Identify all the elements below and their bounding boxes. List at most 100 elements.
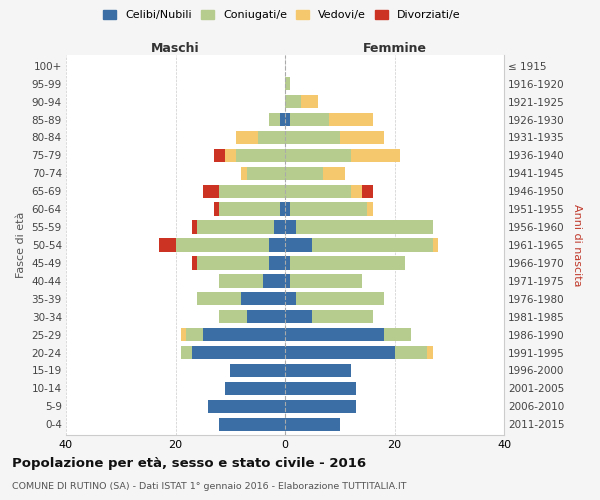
Bar: [285, 328, 411, 342]
Y-axis label: Anni di nascita: Anni di nascita: [572, 204, 581, 286]
Bar: [220, 202, 285, 216]
Bar: [269, 113, 285, 126]
Bar: [285, 364, 350, 377]
Bar: [230, 364, 285, 377]
Bar: [285, 113, 373, 126]
Bar: [285, 274, 290, 287]
Bar: [236, 148, 285, 162]
Bar: [285, 238, 313, 252]
Bar: [285, 166, 345, 180]
Bar: [236, 130, 285, 144]
Bar: [220, 310, 285, 324]
Bar: [285, 77, 290, 90]
Bar: [187, 328, 285, 342]
Bar: [285, 166, 345, 180]
Bar: [285, 346, 433, 360]
Bar: [208, 400, 285, 413]
Bar: [214, 148, 285, 162]
Bar: [285, 328, 411, 342]
Bar: [192, 256, 285, 270]
Bar: [192, 346, 285, 360]
Bar: [285, 400, 356, 413]
Bar: [263, 274, 285, 287]
Bar: [285, 202, 290, 216]
Bar: [285, 274, 362, 287]
Bar: [220, 274, 285, 287]
Bar: [285, 364, 350, 377]
Bar: [230, 364, 285, 377]
Bar: [181, 328, 285, 342]
Bar: [220, 202, 285, 216]
Bar: [181, 346, 285, 360]
Bar: [285, 346, 427, 360]
Bar: [285, 274, 362, 287]
Bar: [285, 382, 356, 395]
Text: Femmine: Femmine: [362, 42, 427, 55]
Bar: [285, 346, 395, 360]
Bar: [285, 184, 373, 198]
Y-axis label: Fasce di età: Fasce di età: [16, 212, 26, 278]
Bar: [230, 364, 285, 377]
Bar: [220, 418, 285, 431]
Bar: [285, 418, 340, 431]
Bar: [285, 400, 356, 413]
Bar: [225, 382, 285, 395]
Bar: [285, 220, 433, 234]
Text: Popolazione per età, sesso e stato civile - 2016: Popolazione per età, sesso e stato civil…: [12, 458, 366, 470]
Bar: [285, 184, 362, 198]
Bar: [285, 113, 329, 126]
Bar: [285, 382, 356, 395]
Bar: [285, 148, 400, 162]
Bar: [285, 310, 373, 324]
Bar: [241, 166, 285, 180]
Bar: [285, 220, 433, 234]
Bar: [285, 274, 362, 287]
Bar: [225, 382, 285, 395]
Bar: [285, 113, 290, 126]
Bar: [285, 130, 340, 144]
Bar: [285, 400, 356, 413]
Bar: [225, 148, 285, 162]
Bar: [285, 328, 411, 342]
Bar: [225, 382, 285, 395]
Bar: [285, 238, 438, 252]
Bar: [220, 184, 285, 198]
Bar: [285, 292, 383, 306]
Bar: [285, 238, 438, 252]
Bar: [181, 346, 285, 360]
Bar: [220, 274, 285, 287]
Bar: [285, 148, 400, 162]
Bar: [285, 95, 318, 108]
Bar: [285, 256, 406, 270]
Bar: [208, 400, 285, 413]
Bar: [285, 202, 373, 216]
Bar: [247, 166, 285, 180]
Bar: [236, 130, 285, 144]
Bar: [285, 95, 301, 108]
Bar: [285, 364, 350, 377]
Bar: [247, 310, 285, 324]
Bar: [269, 256, 285, 270]
Bar: [285, 238, 433, 252]
Bar: [285, 220, 433, 234]
Bar: [208, 400, 285, 413]
Bar: [181, 328, 285, 342]
Bar: [285, 418, 340, 431]
Bar: [280, 202, 285, 216]
Bar: [285, 310, 373, 324]
Legend: Celibi/Nubili, Coniugati/e, Vedovi/e, Divorziati/e: Celibi/Nubili, Coniugati/e, Vedovi/e, Di…: [99, 6, 465, 25]
Bar: [285, 184, 350, 198]
Bar: [285, 130, 383, 144]
Bar: [285, 220, 296, 234]
Bar: [192, 220, 285, 234]
Bar: [285, 130, 383, 144]
Bar: [220, 418, 285, 431]
Bar: [214, 202, 285, 216]
Bar: [285, 310, 313, 324]
Bar: [285, 95, 318, 108]
Bar: [285, 346, 433, 360]
Bar: [285, 364, 350, 377]
Bar: [269, 238, 285, 252]
Bar: [285, 292, 383, 306]
Bar: [220, 274, 285, 287]
